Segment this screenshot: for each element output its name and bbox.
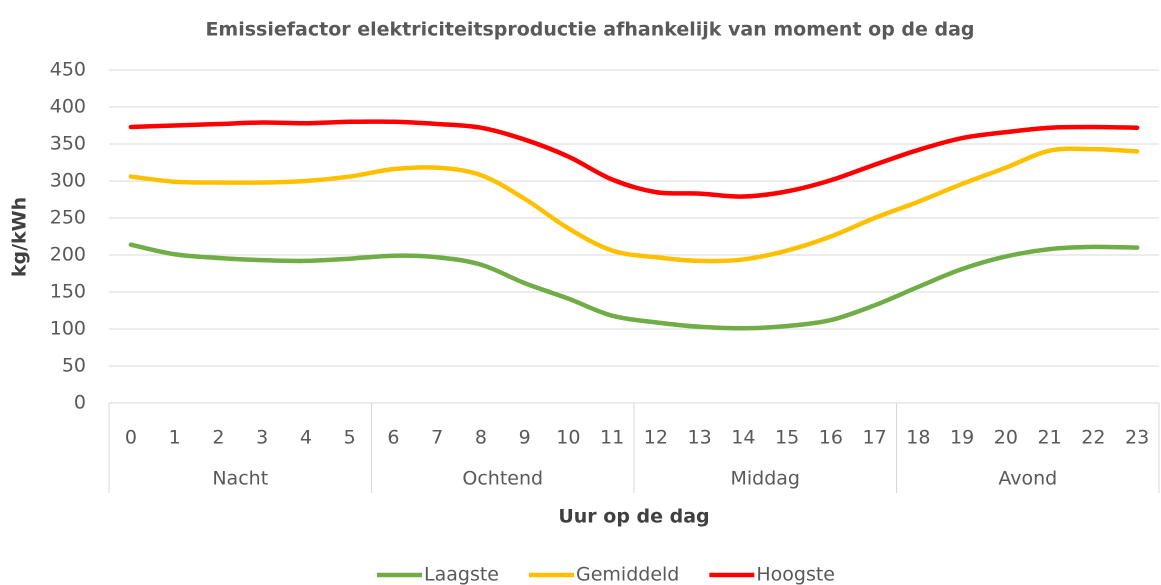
x-tick-label: 19 [950, 427, 974, 449]
chart-title: Emissiefactor elektriciteitsproductie af… [205, 19, 974, 41]
x-tick-label: 13 [688, 427, 712, 449]
x-tick-label: 1 [169, 427, 181, 449]
x-tick-label: 2 [212, 427, 224, 449]
x-tick-label: 4 [300, 427, 312, 449]
y-tick-label: 250 [50, 207, 86, 229]
legend: Laagste Gemiddeld Hoogste [377, 564, 835, 585]
x-tick-label: 20 [994, 427, 1018, 449]
group-label: Middag [731, 468, 801, 490]
x-tick-label: 17 [863, 427, 887, 449]
group-label: Nacht [212, 468, 268, 490]
y-tick-label: 450 [50, 59, 86, 81]
x-tick-label: 6 [387, 427, 399, 449]
y-tick-label: 400 [50, 96, 86, 118]
x-tick-label: 8 [475, 427, 487, 449]
y-tick-label: 100 [50, 318, 86, 340]
x-tick-label: 16 [819, 427, 843, 449]
x-tick-label: 3 [256, 427, 268, 449]
x-tick-label: 12 [644, 427, 668, 449]
series-line [128, 242, 1140, 331]
y-tick-label: 150 [50, 281, 86, 303]
x-tick-label: 21 [1038, 427, 1062, 449]
y-axis-title: kg/kWh [9, 197, 31, 277]
series-line [128, 119, 1140, 199]
group-label: Ochtend [462, 468, 543, 490]
x-tick-label: 23 [1125, 427, 1149, 449]
x-tick-label: 10 [556, 427, 580, 449]
x-tick-label: 22 [1081, 427, 1105, 449]
group-label: Avond [998, 468, 1057, 490]
x-axis-title: Uur op de dag [558, 506, 709, 528]
x-tick-label: 0 [125, 427, 137, 449]
x-tick-label: 18 [906, 427, 930, 449]
x-tick-label: 14 [731, 427, 755, 449]
y-tick-label: 350 [50, 133, 86, 155]
x-tick-label: 11 [600, 427, 624, 449]
y-tick-label: 50 [62, 355, 86, 377]
y-tick-label: 0 [74, 392, 86, 414]
series-line [128, 146, 1140, 264]
legend-label: Laagste [424, 564, 499, 585]
x-tick-label: 15 [775, 427, 799, 449]
x-tick-label: 9 [519, 427, 531, 449]
legend-label: Gemiddeld [576, 564, 679, 585]
x-tick-label: 7 [431, 427, 443, 449]
y-tick-label: 200 [50, 244, 86, 266]
legend-label: Hoogste [756, 564, 835, 585]
x-tick-label: 5 [344, 427, 356, 449]
y-tick-label: 300 [50, 170, 86, 192]
